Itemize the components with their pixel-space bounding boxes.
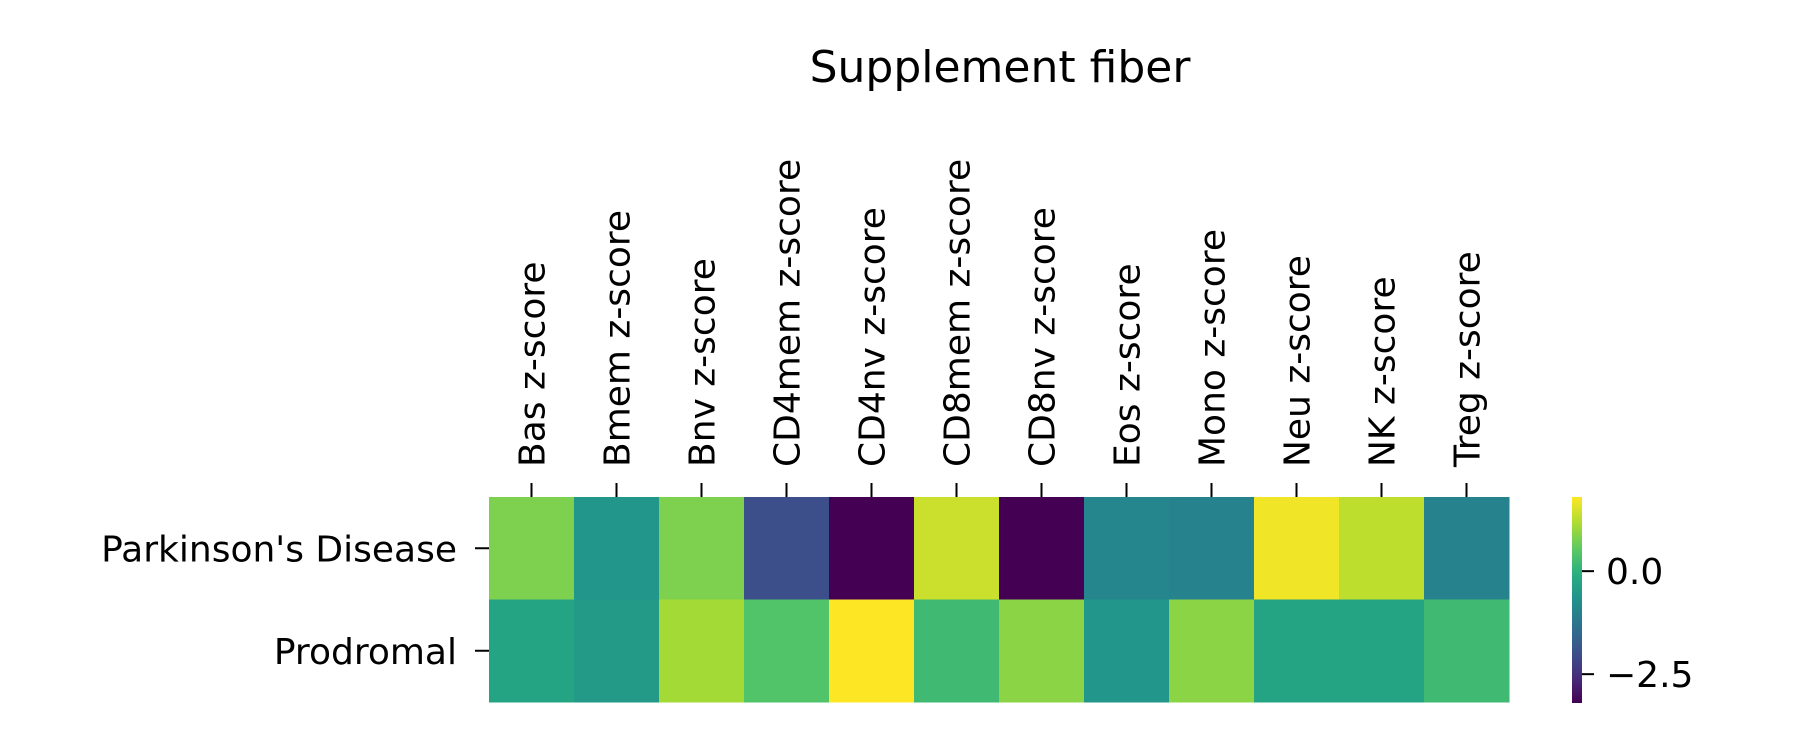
- heatmap-cell: [999, 497, 1085, 600]
- colorbar-tick-label: −2.5: [1606, 655, 1693, 696]
- colorbar-tick-label: 0.0: [1606, 552, 1663, 593]
- row-label: Prodromal: [274, 632, 457, 673]
- column-label: Eos z-score: [1108, 263, 1149, 467]
- column-label: CD8nv z-score: [1023, 207, 1064, 467]
- heatmap-cell: [744, 599, 830, 703]
- colorbar: 0.0 −2.5: [1572, 497, 1693, 703]
- colorbar-ticks: 0.0 −2.5: [1582, 552, 1693, 696]
- chart-title: Supplement fiber: [810, 42, 1192, 93]
- heatmap-cell: [1169, 599, 1255, 703]
- colorbar-gradient: [1572, 497, 1582, 703]
- column-label: Treg z-score: [1448, 251, 1489, 468]
- row-axis: Parkinson's Disease Prodromal: [101, 529, 489, 673]
- heatmap-cell: [829, 599, 915, 703]
- column-label: Neu z-score: [1278, 255, 1319, 467]
- heatmap-cell: [659, 497, 745, 600]
- heatmap-cell: [1169, 497, 1255, 600]
- column-label: CD8mem z-score: [938, 159, 979, 467]
- heatmap-cell: [1339, 497, 1425, 600]
- column-axis: Bas z-score Bmem z-score Bnv z-score CD4mem…: [513, 159, 1489, 497]
- heatmap-cell: [1254, 497, 1340, 600]
- heatmap-cell: [829, 497, 915, 600]
- row-label: Parkinson's Disease: [101, 529, 457, 570]
- heatmap-cell: [1254, 599, 1340, 703]
- heatmap-cell: [914, 599, 1000, 703]
- heatmap-cell: [489, 599, 575, 703]
- heatmap-cell: [1424, 497, 1510, 600]
- heatmap-cell: [574, 599, 660, 703]
- heatmap-cell: [659, 599, 745, 703]
- heatmap-cell: [489, 497, 575, 600]
- column-label: NK z-score: [1363, 276, 1404, 467]
- column-label: Mono z-score: [1193, 229, 1234, 467]
- column-label: Bas z-score: [513, 261, 554, 467]
- column-label: Bmem z-score: [598, 210, 639, 467]
- heatmap-cell: [744, 497, 830, 600]
- heatmap-cell: [914, 497, 1000, 600]
- column-label: Bnv z-score: [683, 258, 724, 467]
- heatmap-cell: [1084, 599, 1170, 703]
- heatmap-cell: [1424, 599, 1510, 703]
- heatmap-cells: [489, 497, 1510, 703]
- heatmap-cell: [999, 599, 1085, 703]
- column-label: CD4nv z-score: [853, 207, 894, 467]
- heatmap-cell: [574, 497, 660, 600]
- heatmap-cell: [1084, 497, 1170, 600]
- column-label: CD4mem z-score: [768, 159, 809, 467]
- heatmap-cell: [1339, 599, 1425, 703]
